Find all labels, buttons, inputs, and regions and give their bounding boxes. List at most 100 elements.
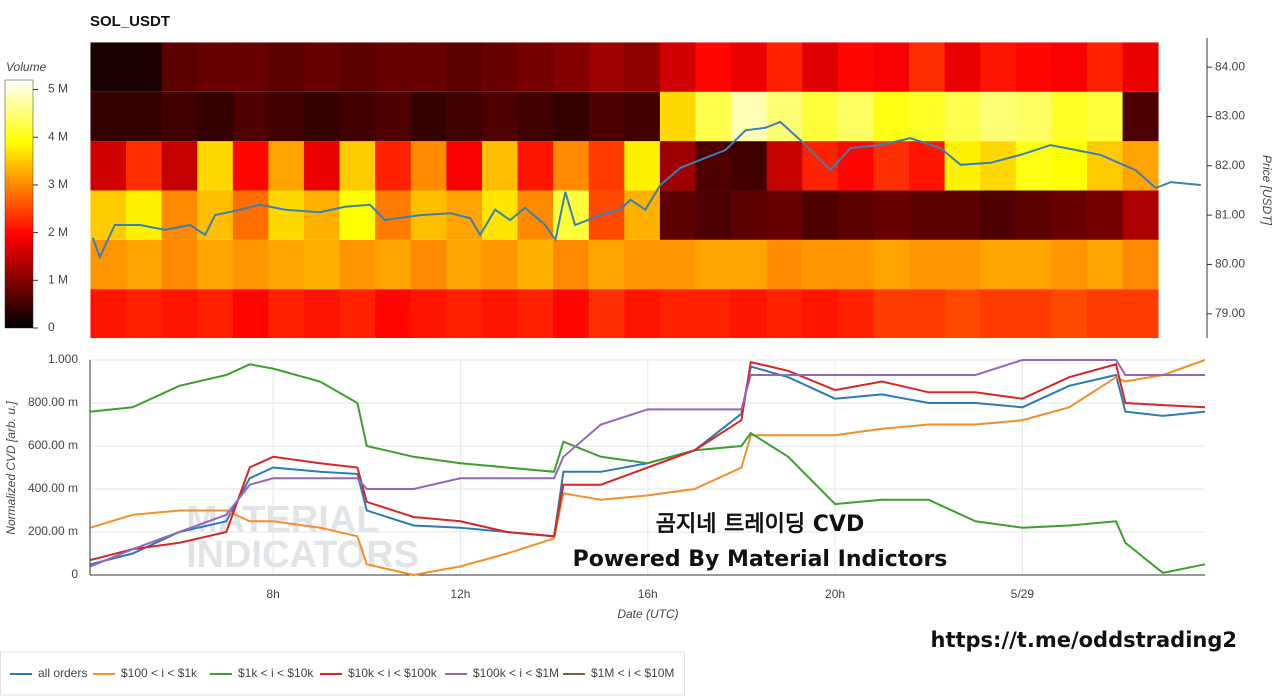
series-line (90, 363, 1206, 574)
link: https://t.me/oddstrading2 (931, 628, 1238, 652)
x-tick-label: 5/29 (1011, 587, 1035, 601)
y-tick-label: 200.00 m (28, 524, 78, 538)
heatmap-cell (304, 91, 340, 142)
heatmap-cell (695, 190, 732, 240)
heatmap-cell (944, 239, 981, 290)
heatmap-cell (126, 190, 163, 240)
colorbar-tick-label: 3 M (48, 177, 68, 191)
heatmap-cell (1015, 289, 1052, 338)
heatmap-cell (588, 190, 625, 240)
y-tick-label: 84.00 (1215, 59, 1245, 73)
heatmap-cell (161, 289, 198, 338)
heatmap-cell (339, 289, 376, 338)
chart-title: SOL_USDT (90, 13, 170, 30)
heatmap-cell (90, 91, 127, 142)
heatmap-cell (1086, 42, 1123, 92)
price-line-group (91, 120, 1201, 260)
heatmap-cell (837, 239, 874, 290)
colorbar-tick-label: 2 M (48, 225, 68, 239)
heatmap-cell (197, 289, 234, 338)
heatmap-cell (873, 190, 910, 240)
heatmap-cell (268, 91, 305, 142)
heatmap-cell (268, 141, 305, 191)
heatmap-cell (944, 289, 981, 338)
legend-label: all orders (38, 666, 87, 680)
heatmap-cell (1015, 190, 1052, 240)
heatmap-cell (553, 141, 590, 191)
heatmap-cell (588, 289, 625, 338)
heatmap-cell (481, 141, 518, 191)
heatmap-cell (268, 42, 305, 92)
heatmap-cell (304, 239, 340, 290)
heatmap-cell (410, 239, 447, 290)
series-line (90, 360, 1206, 561)
heatmap-cell (517, 239, 554, 290)
heatmap-cell (90, 190, 127, 240)
y-axis-label: Normalized CVD [arb. u.] (4, 401, 18, 535)
heatmap-cell (1015, 91, 1052, 142)
heatmap-cell (446, 289, 483, 338)
heatmap-cell (197, 42, 234, 92)
heatmap-cell (980, 239, 1017, 290)
heatmap-cell (375, 239, 412, 290)
heatmap-cell (766, 141, 803, 191)
heatmap-cell (1122, 91, 1159, 142)
heatmap-cell (802, 239, 839, 290)
heatmap-cell (197, 141, 234, 191)
heatmap-cell (659, 42, 696, 92)
heatmap-cell (624, 239, 661, 290)
heatmap-cell (553, 190, 590, 240)
heatmap-cell (873, 42, 910, 92)
heatmap-cell (980, 289, 1017, 338)
y-tick-label: 80.00 (1215, 257, 1245, 271)
heatmap-cell (1122, 289, 1159, 338)
colorbar-tick-label: 5 M (48, 82, 68, 96)
colorbar-tick-label: 1 M (48, 272, 68, 286)
heatmap-cell (1122, 239, 1159, 290)
heatmap-cell (837, 190, 874, 240)
heatmap-cell (1051, 91, 1088, 142)
heatmap-cell (695, 91, 732, 142)
annotation: Powered By Material Indictors (573, 547, 948, 572)
heatmap-cell (161, 141, 198, 191)
heatmap-cell (909, 190, 946, 240)
heatmap-cell (197, 91, 234, 142)
series-line (90, 359, 1205, 568)
heatmap-cell (339, 190, 376, 240)
x-tick-label: 12h (450, 587, 470, 601)
heatmap-cell (695, 239, 732, 290)
heatmap-cell (126, 141, 163, 191)
heatmap-area (90, 42, 1159, 338)
heatmap-cell (553, 289, 590, 338)
heatmap-cell (446, 190, 483, 240)
heatmap-cell (553, 239, 590, 290)
heatmap-cell (766, 239, 803, 290)
heatmap-cell (731, 91, 768, 142)
heatmap-cell (980, 141, 1017, 191)
heatmap-cell (944, 190, 981, 240)
legend-box (0, 651, 685, 696)
heatmap-cell (624, 91, 661, 142)
heatmap-cell (659, 239, 696, 290)
heatmap-cell (873, 141, 910, 191)
heatmap-cell (624, 190, 661, 240)
heatmap-cell (1086, 289, 1123, 338)
heatmap-cell (268, 289, 305, 338)
heatmap-cell (375, 289, 412, 338)
x-axis-label: Date (UTC) (617, 607, 678, 621)
x-tick-label: 8h (266, 587, 279, 601)
heatmap-cell (588, 239, 625, 290)
heatmap-cell (481, 190, 518, 240)
heatmap-cell (553, 42, 590, 92)
y-tick-label: 81.00 (1215, 207, 1245, 221)
series-line (91, 120, 1201, 260)
x-tick-label: 16h (638, 587, 658, 601)
y-tick-label: 82.00 (1215, 158, 1245, 172)
heatmap-cell (1122, 141, 1159, 191)
heatmap-cell (304, 42, 340, 92)
colorbar-tick-label: 0 (48, 320, 55, 334)
heatmap-cell (1051, 239, 1088, 290)
heatmap-cell (410, 141, 447, 191)
legend-label: $1M < i < $10M (591, 666, 674, 680)
